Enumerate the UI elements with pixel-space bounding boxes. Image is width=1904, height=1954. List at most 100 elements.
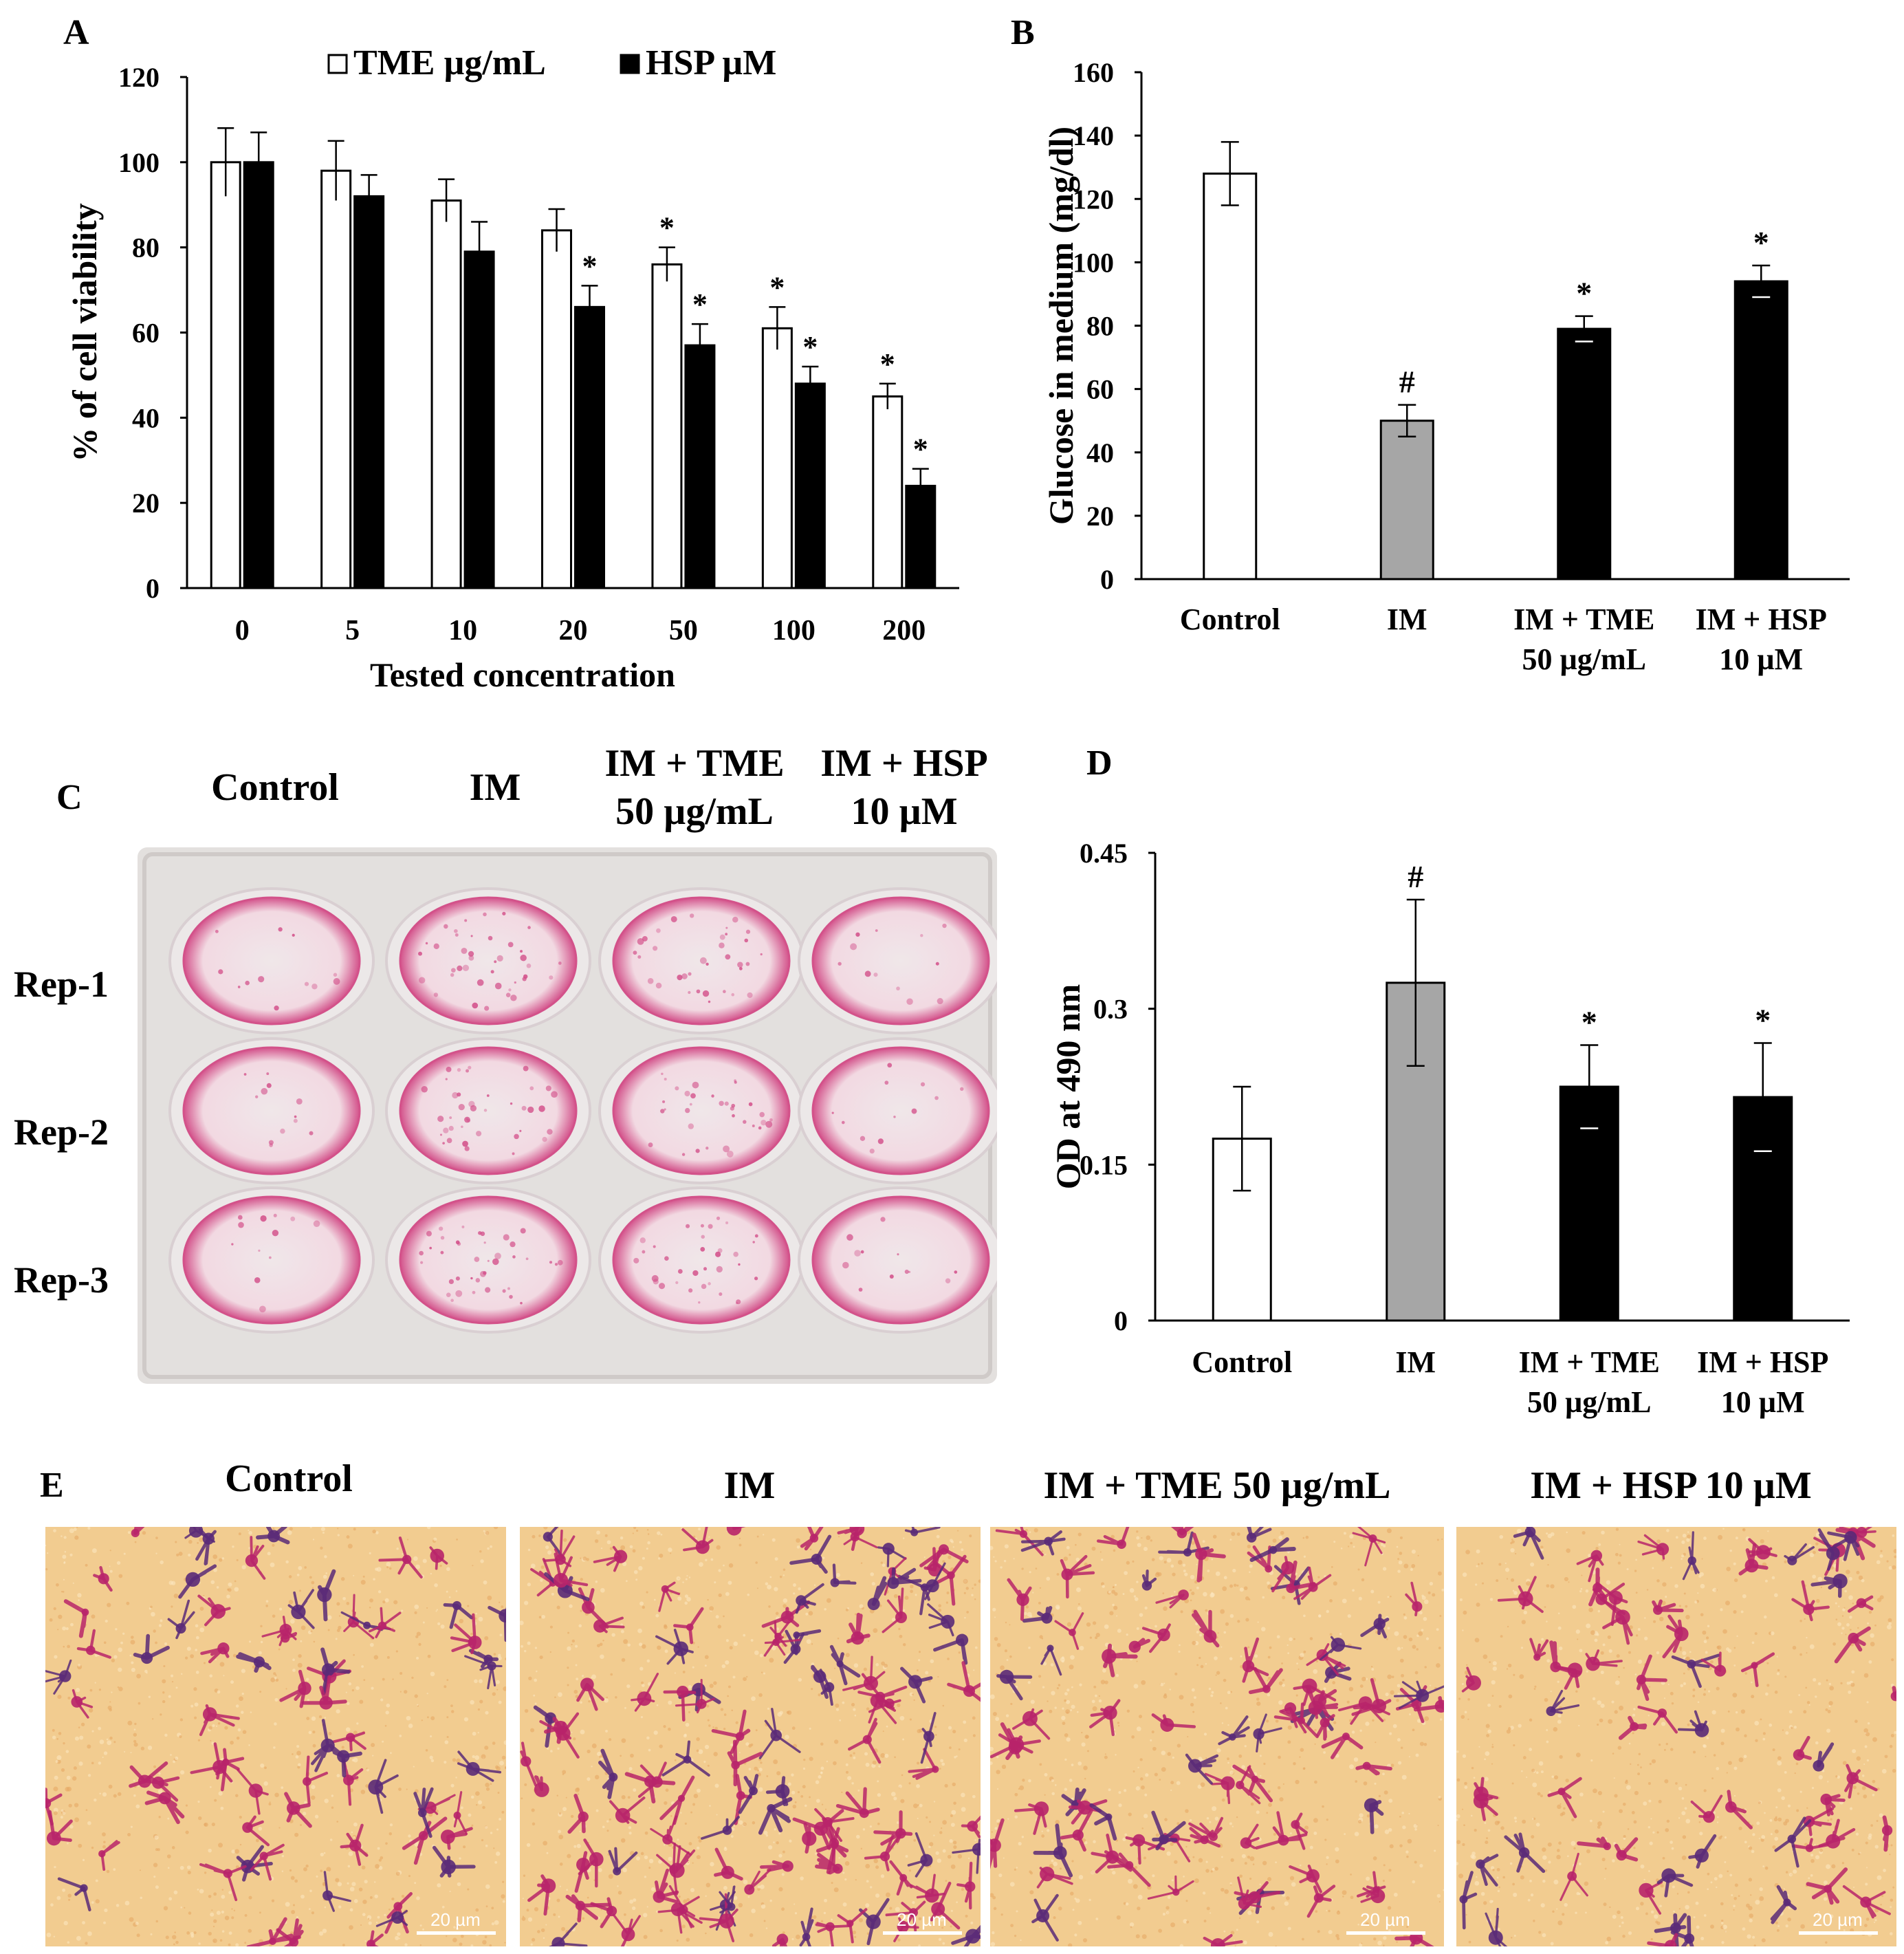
stain-spot bbox=[860, 1250, 864, 1254]
migrated-cell-body bbox=[1820, 1793, 1832, 1805]
membrane-pore bbox=[1064, 1692, 1068, 1696]
membrane-pore bbox=[215, 1658, 217, 1661]
membrane-pore bbox=[852, 1930, 857, 1935]
membrane-pore bbox=[1687, 1723, 1690, 1726]
membrane-pore bbox=[1299, 1756, 1301, 1758]
y-tick-label-d: 0.3 bbox=[1093, 994, 1128, 1025]
membrane-pore bbox=[1724, 1861, 1727, 1863]
membrane-pore bbox=[813, 1915, 817, 1919]
membrane-pore bbox=[485, 1825, 488, 1829]
membrane-pore bbox=[346, 1535, 350, 1539]
membrane-pore bbox=[1754, 1721, 1760, 1726]
membrane-pore bbox=[430, 1759, 435, 1763]
membrane-pore bbox=[448, 1596, 451, 1598]
membrane-pore bbox=[1870, 1824, 1873, 1827]
migrated-cell-body bbox=[1890, 1691, 1896, 1702]
panel-label-b: B bbox=[1011, 13, 1035, 52]
membrane-pore bbox=[492, 1692, 496, 1696]
membrane-pore bbox=[87, 1821, 91, 1825]
migrated-cell bbox=[738, 1774, 759, 1814]
membrane-pore bbox=[1109, 1611, 1114, 1616]
membrane-pore bbox=[1622, 1934, 1626, 1938]
membrane-pore bbox=[1658, 1744, 1661, 1746]
membrane-pore bbox=[1039, 1587, 1042, 1589]
membrane-pore bbox=[950, 1823, 955, 1827]
membrane-pore bbox=[1229, 1539, 1232, 1541]
membrane-pore bbox=[265, 1600, 269, 1603]
membrane-pore bbox=[1069, 1553, 1071, 1556]
membrane-pore bbox=[1663, 1748, 1666, 1751]
membrane-pore bbox=[750, 1638, 754, 1642]
membrane-pore bbox=[1419, 1864, 1423, 1868]
membrane-pore bbox=[1071, 1763, 1074, 1766]
membrane-pore bbox=[1049, 1709, 1053, 1713]
membrane-pore bbox=[1359, 1813, 1364, 1818]
membrane-pore bbox=[1681, 1811, 1686, 1816]
stain-spot bbox=[452, 1092, 459, 1099]
membrane-pore bbox=[559, 1885, 561, 1887]
membrane-pore bbox=[1095, 1636, 1098, 1640]
significance-mark-a: * bbox=[582, 249, 598, 283]
membrane-pore bbox=[1062, 1722, 1066, 1726]
stain-spot bbox=[519, 1129, 522, 1132]
membrane-pore bbox=[1300, 1680, 1302, 1682]
migrated-cell-body bbox=[1195, 1548, 1207, 1561]
membrane-pore bbox=[1724, 1836, 1727, 1839]
stain-spot bbox=[470, 935, 473, 937]
membrane-pore bbox=[1550, 1691, 1552, 1693]
membrane-pore bbox=[1229, 1770, 1234, 1775]
membrane-pore bbox=[1519, 1674, 1524, 1680]
stain-spot bbox=[272, 1229, 279, 1237]
membrane-pore bbox=[963, 1720, 967, 1724]
membrane-pore bbox=[1626, 1785, 1631, 1790]
membrane-pore bbox=[1861, 1578, 1865, 1583]
membrane-pore bbox=[1383, 1935, 1387, 1940]
membrane-pore bbox=[1752, 1935, 1755, 1939]
stain-spot bbox=[733, 1251, 738, 1257]
membrane-pore bbox=[1100, 1680, 1106, 1684]
migrated-cell-body bbox=[430, 1548, 444, 1563]
membrane-pore bbox=[1303, 1614, 1306, 1618]
membrane-pore bbox=[621, 1658, 626, 1662]
membrane-pore bbox=[320, 1852, 324, 1857]
membrane-pore bbox=[460, 1806, 463, 1810]
membrane-pore bbox=[1600, 1703, 1605, 1708]
membrane-pore bbox=[1390, 1690, 1394, 1695]
migrated-cell-body bbox=[303, 1777, 311, 1786]
membrane-pore bbox=[952, 1782, 956, 1787]
membrane-pore bbox=[338, 1625, 342, 1630]
migrated-cell bbox=[1103, 1643, 1138, 1678]
membrane-pore bbox=[653, 1730, 658, 1735]
membrane-pore bbox=[639, 1601, 644, 1606]
membrane-pore bbox=[942, 1820, 947, 1825]
membrane-pore bbox=[543, 1841, 548, 1846]
membrane-pore bbox=[1189, 1819, 1192, 1822]
membrane-pore bbox=[1656, 1579, 1660, 1583]
membrane-pore bbox=[1118, 1791, 1121, 1794]
membrane-pore bbox=[877, 1822, 880, 1825]
membrane-pore bbox=[1191, 1592, 1195, 1596]
membrane-pore bbox=[336, 1629, 340, 1632]
membrane-pore bbox=[58, 1732, 62, 1735]
membrane-pore bbox=[755, 1561, 758, 1564]
stain-spot bbox=[483, 1271, 487, 1275]
significance-mark-b: * bbox=[1576, 276, 1592, 311]
migrated-cell-body bbox=[98, 1849, 106, 1858]
membrane-pore bbox=[314, 1814, 319, 1819]
membrane-pore bbox=[91, 1548, 97, 1554]
membrane-pore bbox=[1590, 1630, 1595, 1636]
membrane-pore bbox=[1547, 1842, 1552, 1847]
membrane-pore bbox=[632, 1549, 636, 1553]
migrated-cell-body bbox=[152, 1776, 164, 1789]
membrane-pore bbox=[1083, 1766, 1088, 1770]
stain-spot bbox=[703, 1267, 708, 1271]
membrane-pore bbox=[776, 1771, 781, 1776]
membrane-pore bbox=[1401, 1812, 1405, 1814]
membrane-pore bbox=[1776, 1656, 1778, 1658]
membrane-pore bbox=[863, 1667, 867, 1671]
membrane-pore bbox=[208, 1894, 212, 1898]
membrane-pore bbox=[1267, 1877, 1272, 1882]
membrane-pore bbox=[1812, 1550, 1816, 1554]
migrated-cell-body bbox=[1157, 1628, 1170, 1642]
membrane-pore bbox=[864, 1752, 868, 1756]
